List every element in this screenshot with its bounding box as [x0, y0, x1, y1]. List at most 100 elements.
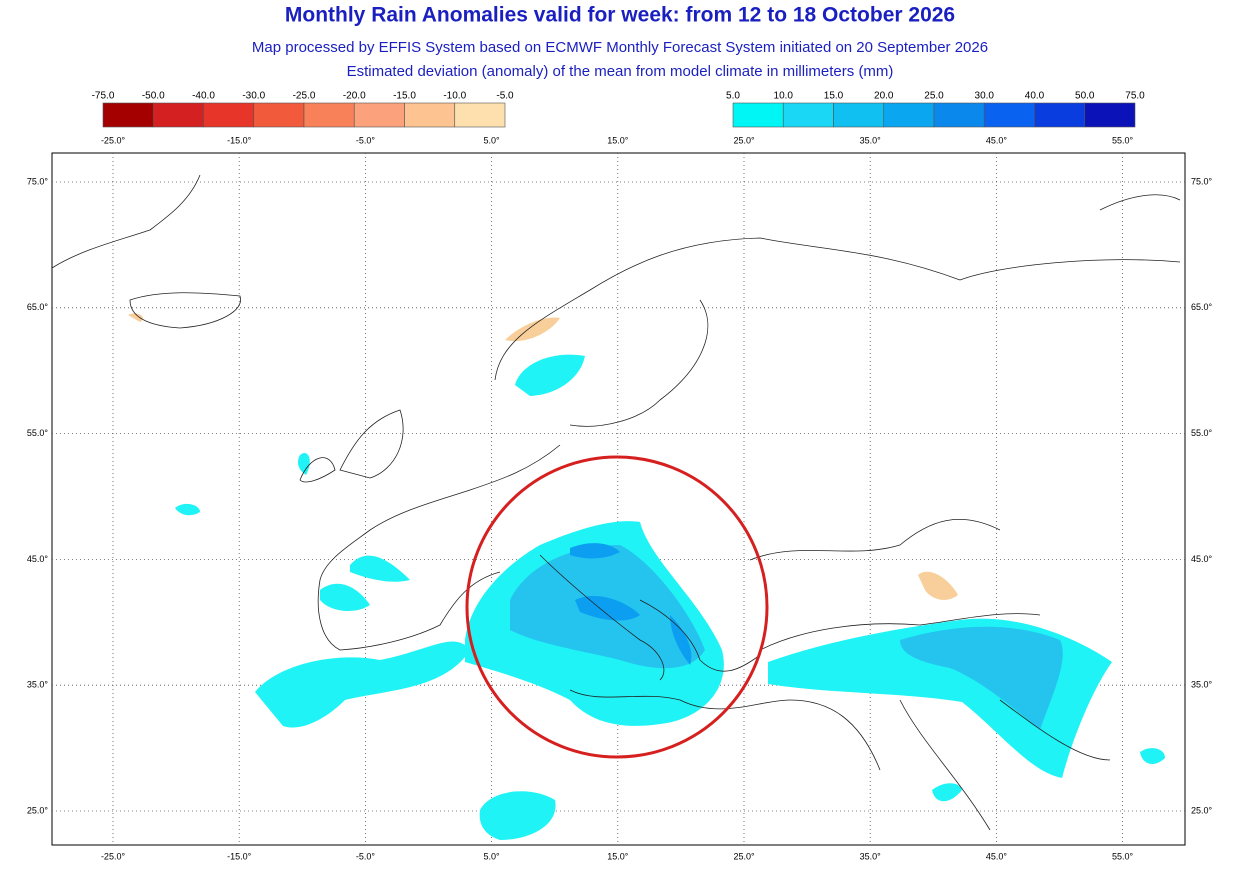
coastline	[569, 299, 709, 427]
lon-label: -25.0°	[101, 851, 126, 861]
legend-swatch	[983, 102, 1035, 128]
lon-label: 5.0°	[484, 851, 501, 861]
legend-swatch	[782, 102, 834, 128]
lon-label: 35.0°	[860, 135, 882, 145]
lat-label: 45.0°	[27, 554, 49, 564]
lon-label: -15.0°	[227, 851, 252, 861]
legend-swatch	[404, 102, 456, 128]
legend-swatch	[303, 102, 355, 128]
subtitle: Estimated deviation (anomaly) of the mea…	[347, 63, 894, 80]
legend-label: 25.0	[924, 91, 944, 102]
coastline	[339, 409, 404, 479]
lon-label: 35.0°	[860, 851, 882, 861]
lat-label: 35.0°	[1191, 680, 1213, 690]
coastline	[369, 444, 561, 531]
lon-label: -25.0°	[101, 135, 126, 145]
lat-label: 25.0°	[1191, 805, 1213, 815]
dry-area	[505, 317, 560, 342]
dry-areas	[128, 313, 958, 600]
coastline	[569, 689, 881, 771]
legend-label: -50.0	[142, 91, 165, 102]
anomaly-area	[1140, 748, 1165, 764]
legend-swatch	[933, 102, 985, 128]
lon-label: 45.0°	[986, 851, 1008, 861]
anomaly-area	[479, 791, 556, 840]
anomaly-area	[670, 615, 692, 665]
anomaly-area	[255, 641, 470, 728]
coastline	[494, 237, 1181, 381]
legend-label: 10.0	[774, 91, 794, 102]
lon-label: 15.0°	[607, 135, 629, 145]
legend-label: -10.0	[443, 91, 466, 102]
legend-label: 40.0	[1025, 91, 1045, 102]
lon-label: 55.0°	[1112, 851, 1134, 861]
anomaly-areas-stronger	[570, 543, 692, 665]
legend-label: -25.0	[293, 91, 316, 102]
legend-label: 75.0	[1125, 91, 1145, 102]
anomaly-area	[932, 783, 962, 802]
legend-label: -40.0	[192, 91, 215, 102]
lat-label: 35.0°	[27, 680, 49, 690]
legend-label: -75.0	[92, 91, 115, 102]
map	[51, 152, 1186, 846]
coastline	[539, 554, 761, 681]
anomaly-area	[575, 595, 640, 621]
legends: -75.0 -50.0 -40.0 -30.0 -25.0 -20.0 -15.0 -10.0…	[92, 91, 1145, 128]
lat-label: 65.0°	[1191, 302, 1213, 312]
lon-label: -5.0°	[356, 851, 376, 861]
lon-label: 45.0°	[986, 135, 1008, 145]
dry-area	[918, 571, 958, 600]
lon-label: 5.0°	[484, 135, 501, 145]
coastlines	[51, 174, 1181, 831]
subtitle: Map processed by EFFIS System based on E…	[252, 39, 988, 56]
lat-label: 55.0°	[1191, 428, 1213, 438]
legend-label: 15.0	[824, 91, 844, 102]
anomaly-area	[320, 583, 370, 612]
legend-swatch	[1084, 102, 1136, 128]
lon-label: -5.0°	[356, 135, 376, 145]
anomaly-area	[298, 452, 310, 475]
lon-label: 55.0°	[1112, 135, 1134, 145]
legend-label: -15.0	[393, 91, 416, 102]
highlight-circle	[465, 455, 769, 759]
title: Monthly Rain Anomalies valid for week: f…	[285, 4, 955, 27]
legend-label: -5.0	[496, 91, 514, 102]
anomaly-area	[570, 543, 620, 559]
coastline	[51, 174, 201, 269]
legend-label: 30.0	[975, 91, 995, 102]
anomaly-area	[175, 503, 200, 516]
axis-labels: -25.0° -25.0° -15.0° -15.0° -5.0° -5.0° 5.0° 5.…	[27, 135, 1213, 861]
legend-swatch	[152, 102, 204, 128]
coastline	[759, 613, 1041, 651]
coastline	[749, 518, 1001, 561]
lon-label: 25.0°	[733, 135, 755, 145]
legend-swatch	[102, 102, 154, 128]
coastline	[1099, 194, 1181, 211]
legend-label: 50.0	[1075, 91, 1095, 102]
lat-label: 75.0°	[27, 176, 49, 186]
legend-swatch	[883, 102, 935, 128]
anomaly-area	[350, 555, 410, 582]
lat-label: 55.0°	[27, 428, 49, 438]
coastline	[129, 292, 242, 329]
lat-label: 25.0°	[27, 805, 49, 815]
coastline	[299, 457, 336, 483]
lon-label: 25.0°	[733, 851, 755, 861]
legend-label: -20.0	[343, 91, 366, 102]
lon-label: 15.0°	[607, 851, 629, 861]
legend-swatch	[253, 102, 305, 128]
lon-label: -15.0°	[227, 135, 252, 145]
lat-label: 45.0°	[1191, 554, 1213, 564]
lat-label: 75.0°	[1191, 176, 1213, 186]
lat-label: 65.0°	[27, 302, 49, 312]
coastline	[899, 699, 1111, 831]
dry-area	[128, 313, 143, 322]
anomaly-area	[515, 354, 585, 396]
coastline	[317, 529, 501, 651]
legend-label: 5.0	[726, 91, 740, 102]
legend-swatch	[353, 102, 405, 128]
legend-swatch	[833, 102, 885, 128]
legend-swatch	[454, 102, 506, 128]
legend-label: -30.0	[242, 91, 265, 102]
